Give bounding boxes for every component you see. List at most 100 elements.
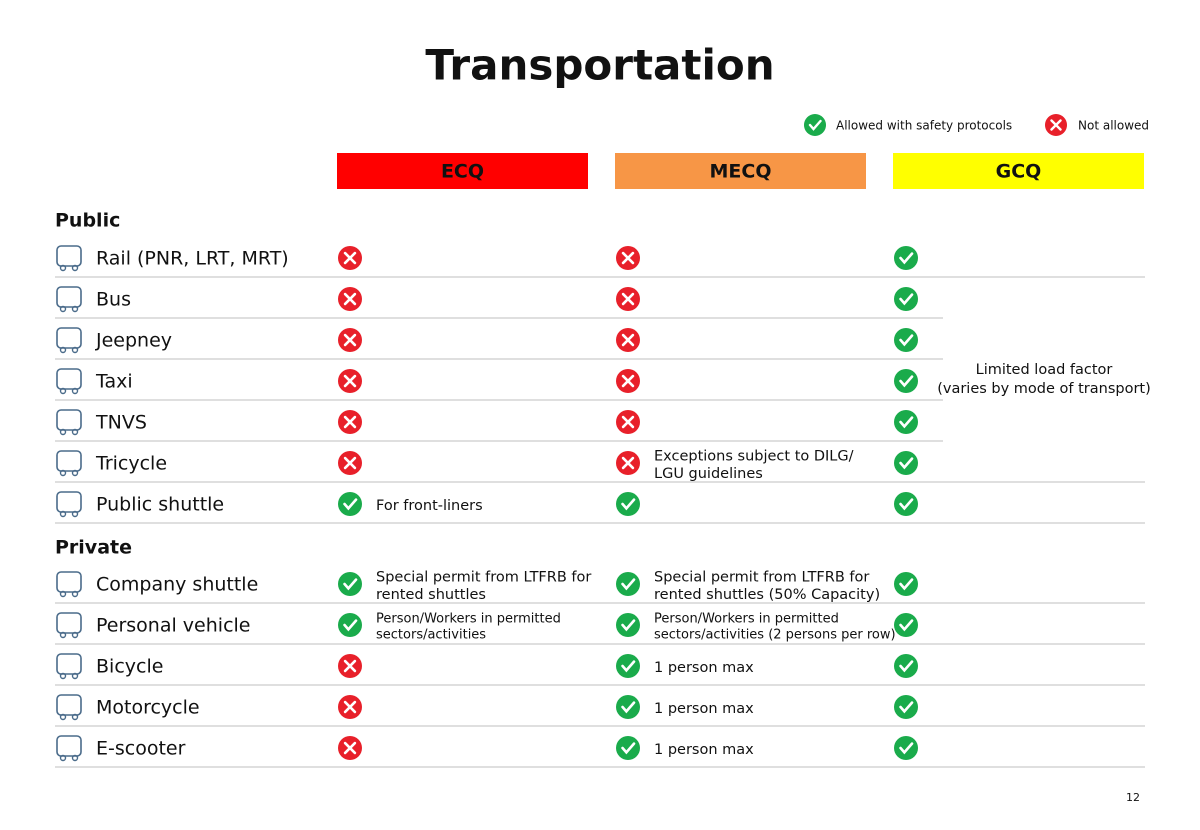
not-allowed-icon	[616, 328, 640, 352]
mode-label: Taxi	[95, 371, 133, 393]
icon-circle	[338, 613, 362, 637]
column-header	[893, 153, 1144, 189]
slide-title: Transportation	[425, 41, 774, 90]
mode-icon-wheel	[71, 510, 79, 518]
mode-icon	[56, 409, 82, 436]
mode-icon-wheel	[59, 631, 67, 639]
allowed-icon	[894, 654, 918, 678]
mode-label: Bus	[96, 289, 131, 311]
mode-icon-body	[56, 368, 82, 390]
icon-glyph	[899, 701, 914, 714]
column-header	[615, 153, 866, 189]
icon-glyph	[899, 375, 914, 388]
mode-icon-wheel	[71, 346, 79, 354]
mode-icon-wheel	[59, 510, 67, 518]
mode-icon	[56, 653, 82, 680]
mode-icon-wheel	[71, 713, 79, 721]
note: Person/Workers in permitted	[376, 612, 561, 627]
icon-circle	[338, 492, 362, 516]
mode-icon-body	[56, 245, 82, 267]
allowed-icon	[894, 369, 918, 393]
column-header-label: ECQ	[441, 161, 484, 183]
not-allowed-icon	[338, 369, 362, 393]
mode-icon	[56, 245, 82, 272]
not-allowed-icon	[616, 451, 640, 475]
icon-glyph	[621, 251, 635, 265]
allowed-icon	[894, 613, 918, 637]
mode-icon-body	[56, 694, 82, 716]
note: Person/Workers in permitted	[654, 612, 839, 627]
mode-label: Bicycle	[96, 656, 163, 678]
icon-glyph	[621, 742, 636, 755]
mode-icon-wheel	[71, 264, 79, 272]
icon-circle	[616, 613, 640, 637]
not-allowed-icon	[338, 410, 362, 434]
mode-icon	[56, 368, 82, 395]
mode-icon	[56, 450, 82, 477]
icon-circle	[894, 613, 918, 637]
mode-icon-wheel	[71, 387, 79, 395]
allowed-icon	[894, 246, 918, 270]
icon-glyph	[343, 619, 358, 632]
allowed-icon	[616, 613, 640, 637]
icon-circle	[894, 287, 918, 311]
legend-label: Not allowed	[1078, 119, 1149, 133]
icon-glyph	[343, 659, 357, 673]
icon-glyph	[343, 292, 357, 306]
note: Special permit from LTFRB for	[376, 569, 591, 585]
icon-glyph	[343, 333, 357, 347]
icon-circle	[804, 114, 826, 136]
allowed-icon	[338, 613, 362, 637]
mode-icon-wheel	[59, 590, 67, 598]
note: LGU guidelines	[654, 466, 763, 482]
allowed-icon	[804, 114, 826, 136]
icon-circle	[894, 492, 918, 516]
not-allowed-icon	[338, 246, 362, 270]
icon-circle	[894, 451, 918, 475]
not-allowed-icon	[338, 695, 362, 719]
mode-icon	[56, 735, 82, 762]
legend-label: Allowed with safety protocols	[836, 119, 1012, 133]
note: rented shuttles (50% Capacity)	[654, 587, 880, 603]
note: 1 person max	[654, 660, 754, 676]
mode-icon-wheel	[59, 469, 67, 477]
mode-icon-wheel	[59, 713, 67, 721]
icon-glyph	[1050, 119, 1062, 131]
icon-circle	[616, 695, 640, 719]
gcq-note: (varies by mode of transport)	[937, 381, 1151, 397]
mode-icon-wheel	[71, 754, 79, 762]
not-allowed-icon	[338, 328, 362, 352]
not-allowed-icon	[616, 369, 640, 393]
icon-glyph	[808, 119, 822, 131]
icon-glyph	[899, 742, 914, 755]
icon-circle	[616, 492, 640, 516]
mode-icon	[56, 571, 82, 598]
allowed-icon	[894, 328, 918, 352]
note: rented shuttles	[376, 587, 486, 603]
mode-icon-wheel	[59, 672, 67, 680]
icon-glyph	[343, 456, 357, 470]
allowed-icon	[616, 695, 640, 719]
icon-glyph	[343, 700, 357, 714]
icon-circle	[616, 572, 640, 596]
mode-icon-wheel	[71, 672, 79, 680]
icon-glyph	[343, 741, 357, 755]
icon-circle	[894, 328, 918, 352]
mode-icon-wheel	[71, 469, 79, 477]
allowed-icon	[894, 695, 918, 719]
allowed-icon	[616, 572, 640, 596]
mode-icon-wheel	[59, 346, 67, 354]
mode-label: Tricycle	[95, 453, 167, 475]
mode-icon-body	[56, 450, 82, 472]
icon-glyph	[899, 252, 914, 265]
mode-icon	[56, 327, 82, 354]
not-allowed-icon	[338, 736, 362, 760]
icon-circle	[616, 736, 640, 760]
icon-glyph	[343, 415, 357, 429]
icon-circle	[616, 654, 640, 678]
not-allowed-icon	[616, 410, 640, 434]
mode-label: Jeepney	[95, 330, 172, 352]
allowed-icon	[616, 736, 640, 760]
icon-glyph	[899, 293, 914, 306]
mode-icon-wheel	[71, 631, 79, 639]
